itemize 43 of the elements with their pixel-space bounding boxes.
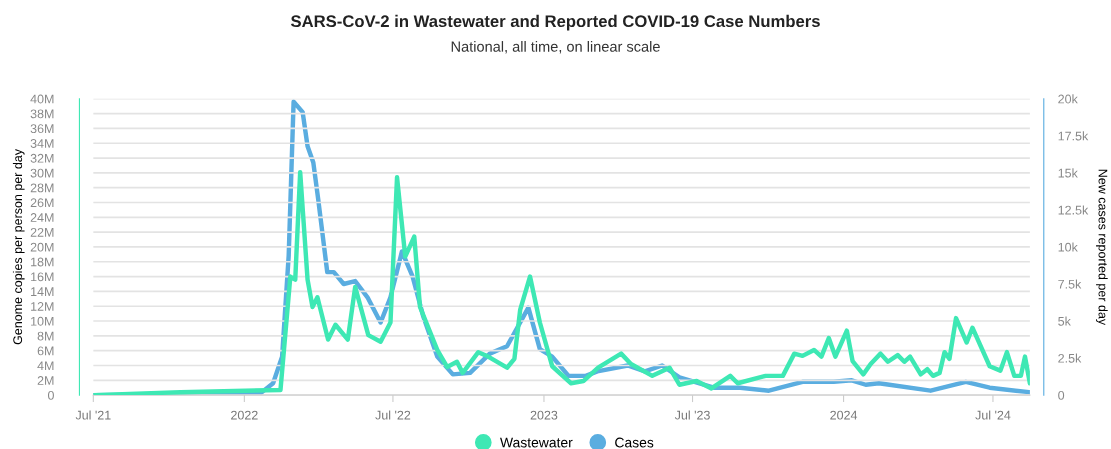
y-tick-label: 38M [30,109,54,119]
y2-tick-label: 17.5k [1058,131,1089,141]
y2-tick-label: 15k [1058,168,1078,178]
y2-tick-label: 0 [1058,390,1065,400]
y2-tick-label: 7.5k [1058,279,1082,289]
y-tick-label: 22M [30,227,54,237]
x-tick-label: Jul '23 [674,410,710,420]
y-tick-label: 28M [30,183,54,193]
y-tick-label: 24M [30,213,54,222]
y-tick-label: 2M [37,376,54,385]
y-tick-label: 26M [30,198,54,208]
y-tick-label: 4M [37,361,54,371]
y2-tick-label: 5k [1058,316,1071,326]
y-tick-label: 14M [31,287,54,296]
y2-tick-label: 2.5k [1058,353,1082,363]
x-tick-label: Jul '21 [75,410,111,420]
y-tick-label: 32M [30,153,54,163]
y-tick-label: 8M [37,331,54,341]
y2-tick-label: 12.5k [1058,205,1089,215]
y-tick-label: 34M [30,139,54,148]
y-tick-label: 40M [30,94,54,104]
x-tick-label: 2024 [830,410,858,420]
y-tick-label: 6M [37,346,54,356]
x-tick-label: Jul '22 [375,410,411,420]
y-tick-label: 12M [31,302,54,311]
y-tick-label: 18M [31,257,54,267]
legend-label: Wastewater [500,437,573,448]
y2-tick-label: 10k [1058,242,1078,252]
chart-title: SARS-CoV-2 in Wastewater and Reported COVID-19 Case Numbers [290,14,820,31]
chart-subtitle: National, all time, on linear scale [451,41,660,54]
x-tick-label: 2023 [530,410,558,420]
x-tick-label: Jul '24 [975,410,1011,420]
x-tick-label: 2022 [231,410,258,420]
y2-axis-title: New cases reported per day [1096,169,1108,326]
y-axis-title: Genome copies per person per day [12,148,25,345]
y-tick-label: 0 [47,390,54,400]
y-tick-label: 30M [30,168,54,178]
y-tick-label: 20M [30,242,54,252]
legend-label: Cases [615,437,654,448]
y-tick-label: 16M [31,272,54,282]
y-tick-label: 10M [31,316,54,326]
y2-tick-label: 20k [1058,94,1078,104]
y-tick-label: 36M [30,124,54,134]
